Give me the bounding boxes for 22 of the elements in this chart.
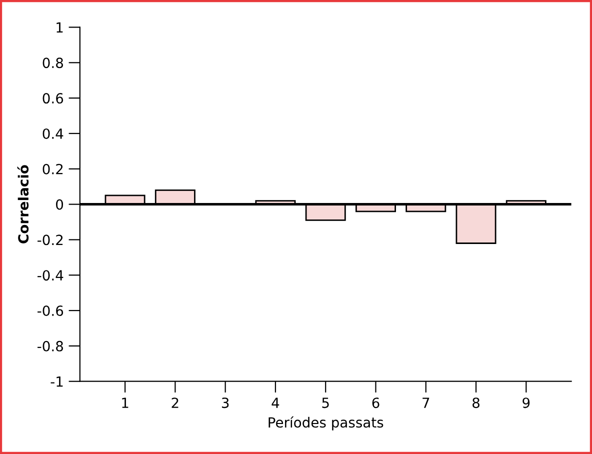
x-tick-label: 8 xyxy=(472,398,480,408)
y-tick-label: -1 xyxy=(50,376,63,387)
y-tick-label: 0.6 xyxy=(42,93,64,104)
x-tick-label: 2 xyxy=(172,398,178,408)
y-axis-title: Correlació xyxy=(17,165,29,244)
x-axis-title: Períodes passats xyxy=(268,416,384,430)
x-tick-label: 3 xyxy=(222,398,229,408)
y-tick-label: 0.4 xyxy=(42,128,64,139)
y-tick-label: 0 xyxy=(56,199,64,210)
x-tick-label: 5 xyxy=(322,398,329,408)
y-tick-label: -0.4 xyxy=(38,270,64,281)
y-tick-label: -0.8 xyxy=(38,340,63,352)
x-tick-label: 7 xyxy=(422,398,430,408)
x-tick-label: 6 xyxy=(372,398,380,408)
y-tick-label: 0.2 xyxy=(42,164,63,174)
x-tick-label: 1 xyxy=(122,398,128,408)
y-tick-label: -0.2 xyxy=(38,234,63,246)
x-tick-label: 9 xyxy=(522,398,530,408)
y-tick-label: -0.6 xyxy=(38,306,64,316)
x-tick-label: 4 xyxy=(272,398,280,408)
y-tick-label: 0.8 xyxy=(42,58,63,68)
y-tick-label: 1 xyxy=(56,22,63,33)
